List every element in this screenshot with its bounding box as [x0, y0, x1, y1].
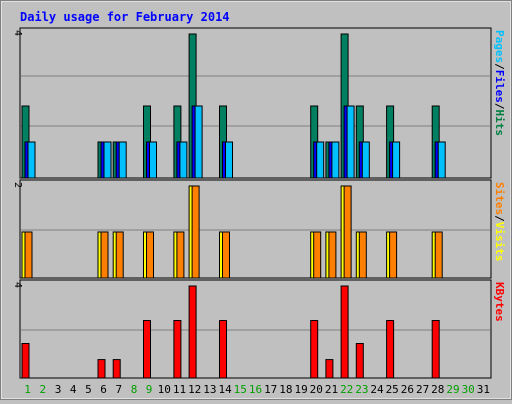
bar-pages-day-25 — [392, 141, 401, 179]
bar-pages-day-6 — [103, 141, 112, 179]
bar-kbytes-day-6 — [97, 359, 106, 379]
bar-sites-day-20 — [313, 231, 322, 279]
x-tick-label-day-9: 9 — [146, 383, 153, 396]
bar-pages-day-7 — [118, 141, 127, 179]
panel-frame-visits-sites — [19, 179, 492, 279]
legend-entry-visits-sites-0: Sites — [493, 182, 506, 215]
bar-sites-day-11 — [176, 231, 185, 279]
bar-pages-day-12 — [194, 105, 203, 179]
x-tick-label-day-13: 13 — [203, 383, 216, 396]
legend-entry-visits-sites-2: Visits — [493, 222, 506, 262]
bar-kbytes-day-23 — [355, 343, 364, 379]
x-tick-label-day-5: 5 — [85, 383, 92, 396]
x-tick-label-day-8: 8 — [131, 383, 138, 396]
bar-sites-day-9 — [146, 231, 154, 279]
x-tick-label-day-28: 28 — [431, 383, 444, 396]
x-tick-label-day-2: 2 — [39, 383, 46, 396]
chart-title: Daily usage for February 2014 — [20, 10, 230, 24]
x-tick-label-day-20: 20 — [310, 383, 323, 396]
x-tick-label-day-27: 27 — [416, 383, 429, 396]
bar-kbytes-day-21 — [325, 359, 334, 379]
bar-sites-day-12 — [191, 185, 200, 279]
y-max-label-visits-sites: 2 — [12, 182, 23, 188]
bar-kbytes-day-12 — [188, 285, 197, 379]
bar-kbytes-day-9 — [143, 320, 151, 379]
legend-entry-hits-files-pages-1: / — [493, 63, 506, 70]
bar-kbytes-day-22 — [340, 285, 349, 379]
bar-sites-day-21 — [328, 231, 337, 279]
y-max-label-hits-files-pages: 4 — [12, 30, 23, 36]
bar-pages-day-23 — [361, 141, 370, 179]
x-tick-label-day-21: 21 — [325, 383, 338, 396]
bar-sites-day-7 — [115, 231, 124, 279]
bar-pages-day-11 — [179, 141, 188, 179]
bar-kbytes-day-14 — [219, 320, 227, 379]
bar-kbytes-day-1 — [21, 343, 30, 379]
x-tick-label-day-29: 29 — [446, 383, 459, 396]
legend-entry-hits-files-pages-2: Files — [493, 70, 506, 103]
x-tick-label-day-25: 25 — [386, 383, 399, 396]
x-tick-label-day-18: 18 — [279, 383, 292, 396]
legend-hits-files-pages: Pages/Files/Hits — [493, 30, 506, 136]
bar-kbytes-day-7 — [112, 359, 121, 379]
x-tick-label-day-24: 24 — [370, 383, 384, 396]
bar-sites-day-28 — [434, 231, 443, 279]
legend-entry-kbytes-0: KBytes — [493, 282, 506, 322]
x-tick-label-day-11: 11 — [173, 383, 186, 396]
x-tick-label-day-7: 7 — [115, 383, 122, 396]
x-tick-label-day-14: 14 — [218, 383, 232, 396]
x-tick-label-day-10: 10 — [158, 383, 171, 396]
panel-frame-hits-files-pages — [19, 27, 492, 179]
x-tick-label-day-19: 19 — [294, 383, 307, 396]
x-tick-label-day-6: 6 — [100, 383, 107, 396]
x-tick-label-day-1: 1 — [24, 383, 31, 396]
bar-kbytes-day-28 — [431, 320, 440, 379]
bar-kbytes-day-11 — [173, 320, 182, 379]
legend-entry-visits-sites-1: / — [493, 215, 506, 222]
legend-entry-hits-files-pages-0: Pages — [493, 30, 506, 63]
bar-pages-day-20 — [316, 141, 325, 179]
legend-kbytes: KBytes — [493, 282, 506, 322]
bar-sites-day-25 — [389, 231, 398, 279]
x-tick-label-day-22: 22 — [340, 383, 353, 396]
bar-kbytes-day-25 — [386, 320, 395, 379]
x-tick-label-day-16: 16 — [249, 383, 262, 396]
x-tick-label-day-15: 15 — [234, 383, 247, 396]
legend-visits-sites: Sites/Visits — [493, 182, 506, 262]
x-tick-label-day-17: 17 — [264, 383, 277, 396]
bar-sites-day-1 — [24, 231, 33, 279]
bar-pages-day-22 — [346, 105, 355, 179]
bar-pages-day-21 — [331, 141, 340, 179]
bar-sites-day-23 — [358, 231, 367, 279]
bar-sites-day-22 — [343, 185, 352, 279]
bar-sites-day-6 — [100, 231, 109, 279]
bar-pages-day-14 — [225, 141, 233, 179]
y-max-label-kbytes: 4 — [12, 282, 23, 288]
x-tick-label-day-12: 12 — [188, 383, 201, 396]
panel-frame-kbytes — [19, 279, 492, 379]
bar-sites-day-14 — [222, 231, 230, 279]
bar-pages-day-28 — [437, 141, 446, 179]
x-tick-label-day-4: 4 — [70, 383, 77, 396]
x-tick-label-day-31: 31 — [477, 383, 490, 396]
legend-entry-hits-files-pages-4: Hits — [493, 110, 506, 137]
legend-entry-hits-files-pages-3: / — [493, 103, 506, 110]
bar-pages-day-1 — [27, 141, 36, 179]
x-tick-label-day-30: 30 — [462, 383, 475, 396]
x-tick-label-day-3: 3 — [55, 383, 62, 396]
x-tick-label-day-26: 26 — [401, 383, 414, 396]
bar-kbytes-day-20 — [310, 320, 319, 379]
bar-pages-day-9 — [149, 141, 157, 179]
x-tick-label-day-23: 23 — [355, 383, 368, 396]
